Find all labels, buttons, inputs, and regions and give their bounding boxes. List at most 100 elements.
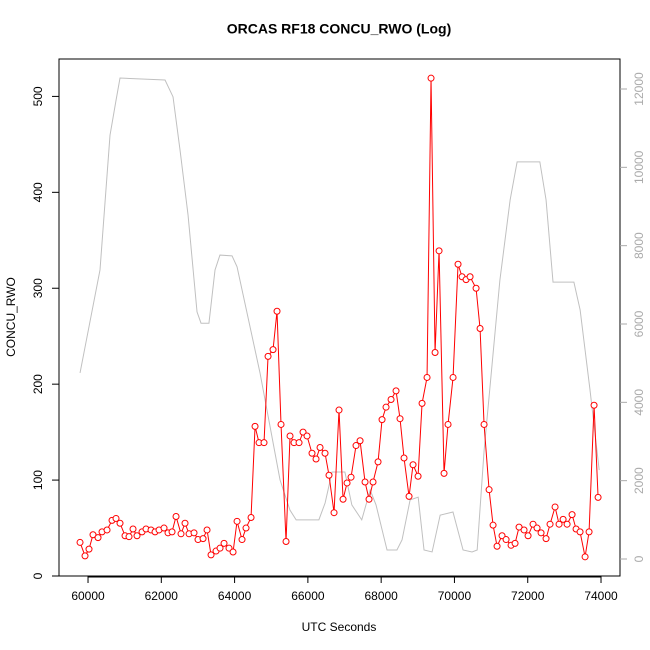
y-tick-label: 200 <box>31 374 45 394</box>
data-point <box>431 349 439 357</box>
data-point <box>581 553 589 561</box>
data-point <box>242 524 250 532</box>
data-point <box>472 284 480 292</box>
data-point <box>343 479 351 487</box>
x-tick-label: 66000 <box>291 589 325 603</box>
data-point <box>466 273 474 281</box>
data-point <box>405 492 413 500</box>
data-point <box>576 528 584 536</box>
data-point <box>316 443 324 451</box>
data-point <box>352 442 360 450</box>
data-point <box>537 529 545 537</box>
data-point <box>94 534 102 542</box>
data-point <box>260 439 268 447</box>
data-point <box>89 531 97 539</box>
y-axis-label: CONCU_RWO <box>4 277 18 357</box>
data-point <box>489 521 497 529</box>
x-tick-label: 68000 <box>364 589 398 603</box>
x-tick-label: 72000 <box>511 589 545 603</box>
data-point <box>190 529 198 537</box>
data-line <box>79 77 600 553</box>
y-tick-label: 300 <box>31 278 45 298</box>
data-point <box>400 454 408 462</box>
data-point <box>356 437 364 445</box>
y2-tick-label: 2000 <box>632 467 646 494</box>
data-point <box>365 495 373 503</box>
data-point <box>112 514 120 522</box>
x-tick-label: 60000 <box>71 589 105 603</box>
data-point <box>277 420 285 428</box>
data-point <box>220 539 228 547</box>
data-point <box>435 247 443 255</box>
data-point <box>172 513 180 521</box>
data-point <box>382 403 390 411</box>
data-point <box>542 535 550 543</box>
y-tick-label: 400 <box>31 182 45 202</box>
data-point <box>339 495 347 503</box>
data-point <box>295 439 303 447</box>
data-point <box>216 544 224 552</box>
data-point <box>312 455 320 463</box>
data-point <box>168 528 176 536</box>
data-point <box>427 74 435 82</box>
data-point <box>282 537 290 545</box>
y2-tick-label: 10000 <box>632 150 646 184</box>
data-point <box>129 525 137 533</box>
data-point <box>480 420 488 428</box>
data-point <box>229 548 237 556</box>
data-point <box>330 509 338 517</box>
data-point <box>133 532 141 540</box>
data-point <box>476 325 484 333</box>
data-point <box>233 517 241 525</box>
data-point <box>511 539 519 547</box>
data-point <box>546 520 554 528</box>
data-point <box>418 399 426 407</box>
y-tick-label: 500 <box>31 86 45 106</box>
data-point <box>551 503 559 511</box>
data-point <box>374 458 382 466</box>
data-point <box>85 545 93 553</box>
x-tick-label: 70000 <box>438 589 472 603</box>
data-point <box>264 352 272 360</box>
data-point <box>493 542 501 550</box>
data-point <box>247 513 255 521</box>
x-axis-label: UTC Seconds <box>302 620 377 634</box>
data-point <box>533 524 541 532</box>
data-point <box>590 401 598 409</box>
y2-tick-label: 4000 <box>632 389 646 416</box>
data-point <box>568 511 576 519</box>
data-point <box>485 486 493 494</box>
data-point <box>440 469 448 477</box>
data-point <box>199 535 207 543</box>
data-point <box>325 471 333 479</box>
data-point <box>423 373 431 381</box>
plot-frame <box>58 58 621 577</box>
data-point <box>524 532 532 540</box>
data-point <box>361 478 369 486</box>
y2-tick-label: 12000 <box>632 72 646 106</box>
data-point <box>396 415 404 423</box>
data-point <box>160 524 168 532</box>
y2-tick-label: 8000 <box>632 232 646 259</box>
data-point <box>321 449 329 457</box>
data-line <box>79 78 599 558</box>
data-point <box>378 416 386 424</box>
data-point <box>369 478 377 486</box>
data-point <box>563 520 571 528</box>
data-point <box>414 472 422 480</box>
data-point <box>125 533 133 541</box>
data-point <box>347 473 355 481</box>
data-point <box>502 536 510 544</box>
data-point <box>207 551 215 559</box>
data-point <box>594 493 602 501</box>
data-point <box>177 530 185 538</box>
data-point <box>238 536 246 544</box>
data-point <box>449 373 457 381</box>
data-point <box>515 523 523 531</box>
data-point <box>409 461 417 469</box>
data-point <box>520 526 528 534</box>
chart-title: ORCAS RF18 CONCU_RWO (Log) <box>227 21 452 37</box>
data-point <box>585 528 593 536</box>
data-point <box>555 520 563 528</box>
